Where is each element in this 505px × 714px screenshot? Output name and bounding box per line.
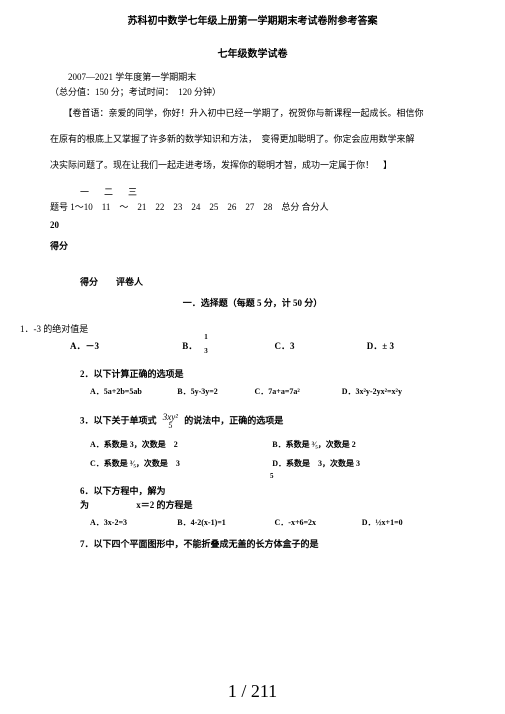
intro-line-2: 在原有的根底上又掌握了许多新的数学知识和方法， 变得更加聪明了。你定会应用数学来…: [50, 130, 455, 150]
q3-d-sub: 5: [270, 471, 455, 482]
meta-year: 2007—2021 学年度第一学期期末: [68, 70, 455, 83]
q3-stem: 3．以下关于单项式: [80, 416, 157, 426]
q7-stem: 7．以下四个平面图形中，不能折叠成无盖的长方体盒子的是: [80, 538, 455, 552]
page-number: 1 / 211: [0, 681, 505, 702]
q6-opt-d: D．½x+1=0: [362, 517, 403, 529]
q6-opt-c: C．-x+6=2x: [275, 517, 360, 529]
q3-opt-b: B．系数是 ³⁄₅，次数是 2: [272, 439, 355, 451]
intro-line-1: 【卷首语：亲爱的同学，你好！升入初中已经一学期了，祝贺你与新课程一起成长。相信你: [50, 104, 455, 124]
q1-opt-b: B． 1 3: [182, 340, 272, 354]
q1-opt-a: A．－3: [70, 340, 180, 354]
exam-title: 七年级数学试卷: [50, 45, 455, 60]
grader-row: 得分 评卷人: [80, 275, 455, 288]
q2-opt-d: D．3x²y-2yx²=x²y: [342, 386, 402, 398]
table-column-row: 题号 1～10 11 ～ 21 22 23 24 25 26 27 28 总分 …: [50, 200, 455, 214]
q3-opt-d: D．系数是 3，次数是 3: [272, 458, 360, 470]
score-table: 一 二 三 题号 1～10 11 ～ 21 22 23 24 25 26 27 …: [50, 185, 455, 253]
q2-stem: 2．以下计算正确的选项是: [80, 368, 455, 382]
q6-opt-a: A．3x-2=3: [90, 517, 175, 529]
q1-opt-d: D．± 3: [367, 340, 437, 354]
q2-opt-b: B．5y-3y=2: [177, 386, 252, 398]
table-row-20: 20: [50, 218, 455, 232]
section-1-title: 一．选择题（每题 5 分，计 50 分）: [50, 296, 455, 309]
q3-expr-den: 5: [163, 422, 178, 430]
q2-opt-c: C．7a+a=7a²: [255, 386, 340, 398]
table-section-heads: 一 二 三: [80, 185, 455, 199]
q3-opt-c: C．系数是 ³⁄₅，次数是 3: [90, 458, 270, 470]
page-root: 苏科初中数学七年级上册第一学期期末考试卷附参考答案 七年级数学试卷 2007—2…: [0, 0, 505, 551]
q6-stem: 6．以下方程中，解为: [80, 486, 166, 496]
q2-opt-a: A．5a+2b=5ab: [90, 386, 175, 398]
table-row-score: 得分: [50, 239, 455, 253]
q3-opt-a: A．系数是 3，次数是 2: [90, 439, 270, 451]
q1-opt-c: C．3: [275, 340, 365, 354]
q1-stem: 1．-3 的绝对值是: [20, 323, 455, 337]
question-7: 7．以下四个平面图形中，不能折叠成无盖的长方体盒子的是: [50, 538, 455, 552]
meta-score-time: （总分值：150 分；考试时间： 120 分钟）: [50, 85, 455, 98]
question-3: 3．以下关于单项式 3xy² 5 的说法中，正确的选项是 A．系数是 3，次数是…: [50, 413, 455, 482]
q3-tail: 的说法中，正确的选项是: [184, 416, 283, 426]
q6-opt-b: B．4-2(x-1)=1: [177, 517, 272, 529]
intro-line-3: 决实际问题了。现在让我们一起走进考场，发挥你的聪明才智，成功一定属于你！ 】: [50, 156, 455, 176]
question-6: 6．以下方程中，解为 为 x＝2 的方程是 A．3x-2=3 B．4-2(x-1…: [50, 485, 455, 530]
question-2: 2．以下计算正确的选项是 A．5a+2b=5ab B．5y-3y=2 C．7a+…: [50, 368, 455, 399]
q6-tail: x＝2 的方程是: [136, 500, 192, 510]
question-1: 1．-3 的绝对值是 A．－3 B． 1 3 C．3 D．± 3: [20, 323, 455, 354]
document-title: 苏科初中数学七年级上册第一学期期末考试卷附参考答案: [50, 12, 455, 27]
